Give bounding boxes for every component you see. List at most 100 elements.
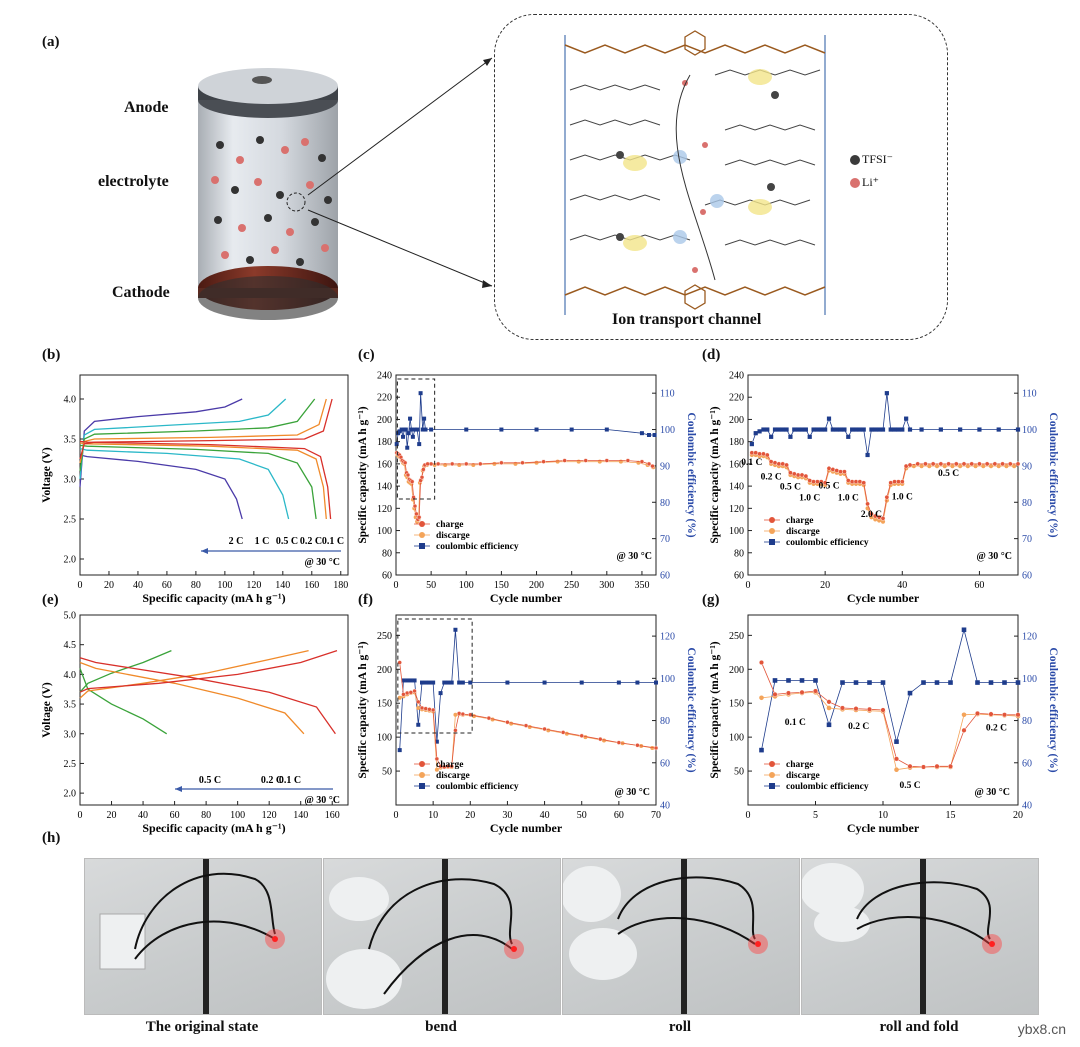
ce-point (1015, 680, 1021, 685)
discharge-point (919, 464, 924, 469)
discharge-point (509, 721, 514, 726)
y-tick-label: 100 (377, 733, 392, 744)
charge-point (409, 479, 415, 484)
series-line-0.1-c-discharge (79, 440, 332, 520)
charge-point (961, 461, 967, 467)
x-tick-label: 350 (634, 580, 649, 591)
ce-point (799, 678, 805, 683)
charge-point (839, 705, 845, 711)
charge-point (639, 459, 645, 464)
x-tick-label: 10 (428, 810, 438, 821)
y-axis-title: Voltage (V) (41, 682, 53, 738)
charge-point (853, 706, 859, 712)
charge-line (399, 662, 657, 768)
chart-d-rate: 0 20 40 60 60 80 100 120 140 160 180 200 220 240 Cycle… (709, 371, 1059, 606)
charge-point (776, 461, 782, 467)
discharge-point (934, 464, 940, 469)
discharge-point (965, 464, 970, 469)
discharge-point (397, 695, 402, 700)
charge-point (892, 479, 897, 484)
x-tick-label: 140 (293, 810, 308, 821)
anode-label: Anode (124, 99, 169, 116)
charge-point (414, 511, 419, 517)
zoom-inset-box (397, 618, 473, 734)
charge-point (969, 461, 975, 467)
ce-point (884, 391, 889, 396)
ce-point (977, 427, 982, 432)
charge-point (653, 745, 659, 751)
charge-point (826, 466, 832, 471)
charge-point (975, 710, 981, 716)
charge-point (423, 706, 428, 711)
legend-label: coulombic efficiency (786, 538, 869, 548)
discharge-point (942, 464, 947, 469)
y2-tick-label: 120 (1022, 632, 1037, 643)
ce-point (873, 427, 878, 432)
temperature-label: @ 30 °C (616, 551, 652, 562)
ce-point (753, 431, 758, 436)
series-line-2-c-charge (79, 398, 243, 488)
photo-original-state (84, 858, 322, 1015)
ce-point (772, 427, 778, 432)
ce-point (401, 434, 406, 439)
discharge-point (877, 518, 882, 523)
y2-tick-label: 90 (1022, 461, 1032, 472)
y-tick-label: 180 (377, 437, 392, 448)
discharge-point (555, 459, 560, 464)
charge-point (869, 511, 874, 517)
discharge-point (927, 464, 932, 469)
discharge-point (564, 731, 569, 736)
charge-point (861, 480, 867, 486)
x-tick-label: 20 (107, 810, 117, 821)
charge-point (953, 461, 959, 467)
x-axis-title: Specific capacity (mA h g⁻¹) (142, 591, 285, 605)
x-tick-label: 50 (426, 580, 436, 591)
y2-tick-label: 80 (1022, 498, 1032, 509)
ce-point (815, 427, 820, 432)
rate-label: 1 C (255, 536, 270, 547)
ce-point (948, 680, 953, 685)
y2-axis-title: Coulombic efficiency (%) (1047, 647, 1059, 772)
ce-point (961, 627, 967, 633)
x-tick-label: 0 (394, 580, 399, 591)
charge-point (780, 461, 786, 467)
discharge-point (546, 728, 551, 733)
caption-original-state: The original state (145, 1019, 259, 1035)
x-tick-label: 10 (878, 810, 888, 821)
chart-c-cycling: 0 50 100 150 200 250 300 350 60 80 100 120 140 160 180… (357, 371, 696, 606)
charge-point (761, 451, 766, 457)
y-tick-label: 160 (377, 459, 392, 470)
ce-point (846, 434, 851, 439)
ce-point (449, 680, 454, 685)
y2-tick-label: 70 (1022, 534, 1032, 545)
discharge-point (911, 464, 916, 469)
y-tick-label: 3.5 (64, 435, 77, 446)
y-tick-label: 140 (729, 482, 744, 493)
cathode-label: Cathode (112, 284, 170, 301)
ce-point (405, 445, 410, 450)
y-tick-label: 100 (729, 733, 744, 744)
y-tick-label: 250 (377, 631, 392, 642)
ce-point (826, 722, 832, 728)
discharge-point (894, 767, 899, 773)
ce-point (749, 441, 754, 447)
charge-point (753, 450, 759, 456)
y2-tick-label: 100 (1022, 425, 1037, 436)
charge-point (799, 689, 805, 695)
legend-ce-marker (769, 783, 775, 789)
ion-channel-diagram (564, 30, 860, 315)
legend-ce-marker (769, 539, 775, 545)
discharge-point (996, 464, 1001, 469)
chart-e-voltage-profile: 0 20 40 60 80 100 120 140 160 2.0 2.5 3.0 3.5 4.0 4.5 5… (41, 611, 349, 835)
charge-point (646, 461, 652, 467)
ce-point (780, 427, 785, 432)
charge-point (430, 707, 436, 713)
legend-label: discarge (436, 531, 470, 541)
y-tick-label: 220 (729, 393, 744, 404)
top-crosslinker (564, 44, 826, 54)
charge-point (435, 461, 441, 467)
rate-label: 0.1 C (741, 458, 762, 468)
y2-tick-label: 110 (1022, 389, 1037, 400)
charge-point (811, 479, 816, 484)
charge-point (834, 468, 840, 473)
